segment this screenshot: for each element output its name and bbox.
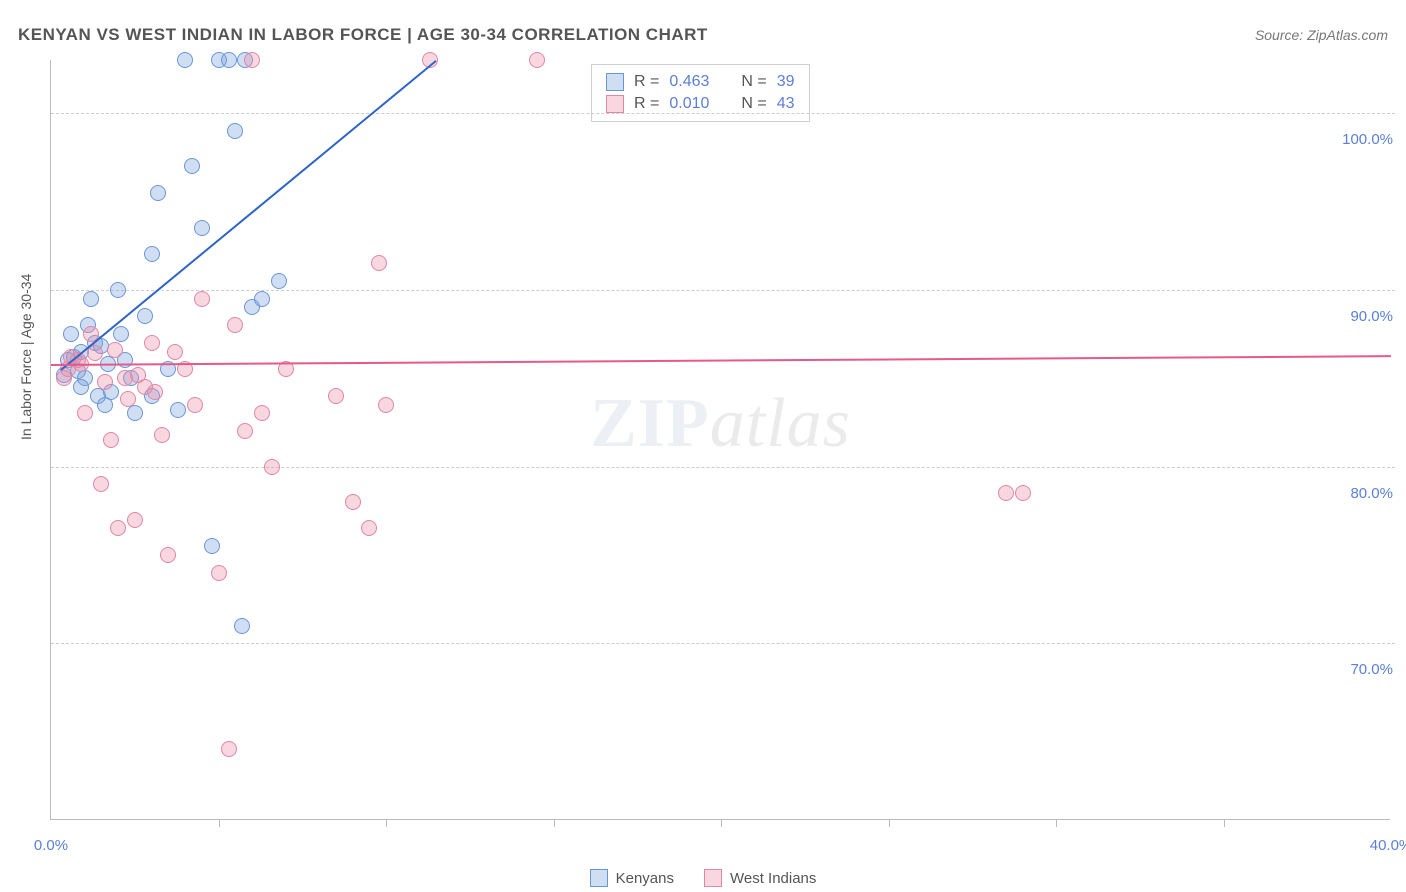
data-point-kenyans	[204, 538, 220, 554]
xtick	[386, 819, 387, 827]
data-point-kenyans	[63, 326, 79, 342]
r-value-kenyans: 0.463	[669, 73, 709, 91]
data-point-westindians	[998, 485, 1014, 501]
n-value-kenyans: 39	[777, 73, 795, 91]
legend-swatch-westindians	[704, 869, 722, 887]
data-point-kenyans	[227, 123, 243, 139]
data-point-westindians	[1015, 485, 1031, 501]
data-point-westindians	[110, 520, 126, 536]
data-point-westindians	[237, 423, 253, 439]
data-point-kenyans	[150, 185, 166, 201]
data-point-kenyans	[184, 158, 200, 174]
data-point-kenyans	[254, 291, 270, 307]
xtick	[889, 819, 890, 827]
legend-swatch-kenyans	[590, 869, 608, 887]
data-point-westindians	[154, 427, 170, 443]
legend-label-kenyans: Kenyans	[616, 870, 674, 887]
data-point-westindians	[361, 520, 377, 536]
chart-header: KENYAN VS WEST INDIAN IN LABOR FORCE | A…	[18, 20, 1388, 50]
watermark-atlas: atlas	[710, 385, 851, 462]
xtick	[1056, 819, 1057, 827]
ytick-label: 80.0%	[1350, 485, 1395, 502]
xtick	[219, 819, 220, 827]
data-point-westindians	[371, 255, 387, 271]
r-label: R =	[634, 73, 659, 91]
data-point-westindians	[160, 547, 176, 563]
legend-label-westindians: West Indians	[730, 870, 816, 887]
gridline-h	[51, 290, 1395, 291]
data-point-kenyans	[73, 379, 89, 395]
data-point-kenyans	[194, 220, 210, 236]
data-point-westindians	[93, 476, 109, 492]
data-point-westindians	[211, 565, 227, 581]
r-label: R =	[634, 95, 659, 113]
data-point-westindians	[264, 459, 280, 475]
trend-line-westindians	[51, 355, 1391, 366]
data-point-westindians	[529, 52, 545, 68]
n-label: N =	[741, 95, 766, 113]
data-point-westindians	[130, 367, 146, 383]
stat-row-kenyans: R = 0.463 N = 39	[606, 71, 795, 93]
data-point-westindians	[147, 384, 163, 400]
gridline-h	[51, 467, 1395, 468]
stat-row-westindians: R = 0.010 N = 43	[606, 93, 795, 115]
data-point-westindians	[194, 291, 210, 307]
data-point-westindians	[144, 335, 160, 351]
data-point-westindians	[77, 405, 93, 421]
ytick-label: 90.0%	[1350, 308, 1395, 325]
n-value-westindians: 43	[777, 95, 795, 113]
data-point-kenyans	[221, 52, 237, 68]
data-point-kenyans	[127, 405, 143, 421]
data-point-westindians	[221, 741, 237, 757]
xtick-label: 0.0%	[34, 837, 68, 854]
data-point-kenyans	[110, 282, 126, 298]
data-point-westindians	[187, 397, 203, 413]
data-point-westindians	[254, 405, 270, 421]
data-point-westindians	[227, 317, 243, 333]
data-point-kenyans	[113, 326, 129, 342]
data-point-kenyans	[144, 246, 160, 262]
data-point-westindians	[107, 342, 123, 358]
trend-line-kenyans	[60, 60, 436, 371]
xtick	[1224, 819, 1225, 827]
watermark: ZIPatlas	[590, 384, 851, 464]
swatch-westindians	[606, 95, 624, 113]
data-point-westindians	[97, 374, 113, 390]
chart-title: KENYAN VS WEST INDIAN IN LABOR FORCE | A…	[18, 25, 708, 45]
data-point-westindians	[244, 52, 260, 68]
y-axis-label: In Labor Force | Age 30-34	[18, 274, 34, 440]
data-point-westindians	[127, 512, 143, 528]
ytick-label: 70.0%	[1350, 661, 1395, 678]
xtick	[721, 819, 722, 827]
gridline-h	[51, 113, 1395, 114]
source-label: Source: ZipAtlas.com	[1255, 27, 1388, 43]
data-point-westindians	[56, 370, 72, 386]
xtick	[554, 819, 555, 827]
ytick-label: 100.0%	[1342, 131, 1395, 148]
data-point-kenyans	[177, 52, 193, 68]
data-point-westindians	[328, 388, 344, 404]
data-point-kenyans	[234, 618, 250, 634]
watermark-zip: ZIP	[590, 385, 710, 462]
plot-area: ZIPatlas R = 0.463 N = 39 R = 0.010 N = …	[50, 60, 1390, 820]
gridline-h	[51, 643, 1395, 644]
legend-item-kenyans: Kenyans	[590, 869, 674, 887]
data-point-westindians	[345, 494, 361, 510]
data-point-westindians	[120, 391, 136, 407]
xtick-label: 40.0%	[1370, 837, 1406, 854]
r-value-westindians: 0.010	[669, 95, 709, 113]
data-point-kenyans	[170, 402, 186, 418]
swatch-kenyans	[606, 73, 624, 91]
bottom-legend: Kenyans West Indians	[0, 869, 1406, 887]
data-point-westindians	[103, 432, 119, 448]
data-point-kenyans	[137, 308, 153, 324]
n-label: N =	[741, 73, 766, 91]
data-point-kenyans	[83, 291, 99, 307]
data-point-westindians	[378, 397, 394, 413]
data-point-westindians	[167, 344, 183, 360]
data-point-kenyans	[271, 273, 287, 289]
legend-item-westindians: West Indians	[704, 869, 816, 887]
